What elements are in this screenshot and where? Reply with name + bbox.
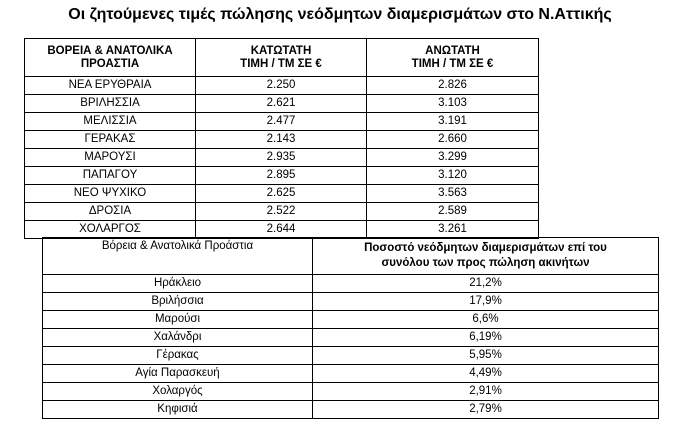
area-cell: Βριλήσσια: [42, 292, 313, 311]
area-cell: Αγία Παρασκευή: [42, 364, 313, 383]
table-row: Ηράκλειο 21,2%: [42, 274, 659, 293]
max-price-cell: 3.299: [366, 148, 539, 167]
max-price-cell: 3.191: [366, 112, 539, 131]
price-table: ΒΟΡΕΙΑ & ΑΝΑΤΟΛΙΚΑ ΠΡΟΑΣΤΙΑ ΚΑΤΩΤΑΤΗ ΤΙΜ…: [24, 38, 539, 239]
table-row: Αγία Παρασκευή 4,49%: [42, 364, 659, 383]
share-cell: 17,9%: [312, 292, 659, 311]
table-row: ΜΕΛΙΣΣΙΑ 2.477 3.191: [24, 112, 539, 131]
header-line: ΒΟΡΕΙΑ & ΑΝΑΤΟΛΙΚΑ: [47, 44, 173, 57]
min-price-cell: 2.935: [195, 148, 367, 167]
share-cell: 6,6%: [312, 310, 659, 329]
header-line: ΤΙΜΗ / ΤΜ ΣΕ €: [240, 57, 322, 70]
table-row: Μαρούσι 6,6%: [42, 310, 659, 329]
min-price-cell: 2.477: [195, 112, 367, 131]
area-cell: ΓΕΡΑΚΑΣ: [24, 130, 196, 149]
max-price-cell: 3.120: [366, 166, 539, 185]
header-line: ΠΡΟΑΣΤΙΑ: [80, 57, 140, 70]
area-cell: Χολαργός: [42, 382, 313, 401]
min-price-cell: 2.250: [195, 76, 367, 95]
table-row: Γέρακας 5,95%: [42, 346, 659, 365]
share-cell: 4,49%: [312, 364, 659, 383]
header-line: ΚΑΤΩΤΑΤΗ: [250, 44, 312, 57]
header-area: Βόρεια & Ανατολικά Προάστια: [42, 237, 313, 275]
table-row: ΝΕΟ ΨΥΧΙΚΟ 2.625 3.563: [24, 184, 539, 203]
max-price-cell: 2.589: [366, 202, 539, 221]
table-row: ΓΕΡΑΚΑΣ 2.143 2.660: [24, 130, 539, 149]
min-price-cell: 2.895: [195, 166, 367, 185]
min-price-cell: 2.644: [195, 220, 367, 239]
area-cell: ΜΑΡΟΥΣΙ: [24, 148, 196, 167]
min-price-cell: 2.625: [195, 184, 367, 203]
area-cell: Ηράκλειο: [42, 274, 313, 293]
share-cell: 2,79%: [312, 400, 659, 419]
share-cell: 6,19%: [312, 328, 659, 347]
header-min-price: ΚΑΤΩΤΑΤΗ ΤΙΜΗ / ΤΜ ΣΕ €: [195, 38, 367, 77]
header-line: ΤΙΜΗ / ΤΜ ΣΕ €: [411, 57, 494, 70]
max-price-cell: 3.103: [366, 94, 539, 113]
share-cell: 21,2%: [312, 274, 659, 293]
share-table: Βόρεια & Ανατολικά Προάστια Ποσοστό νεόδ…: [42, 237, 659, 419]
header-share: Ποσοστό νεόδμητων διαμερισμάτων επί του …: [312, 237, 659, 275]
area-cell: ΝΕΟ ΨΥΧΙΚΟ: [24, 184, 196, 203]
area-cell: ΠΑΠΑΓΟΥ: [24, 166, 196, 185]
min-price-cell: 2.143: [195, 130, 367, 149]
share-cell: 2,91%: [312, 382, 659, 401]
area-cell: ΔΡΟΣΙΑ: [24, 202, 196, 221]
area-cell: Γέρακας: [42, 346, 313, 365]
max-price-cell: 2.826: [366, 76, 539, 95]
table-row: ΜΑΡΟΥΣΙ 2.935 3.299: [24, 148, 539, 167]
header-max-price: ΑΝΩΤΑΤΗ ΤΙΜΗ / ΤΜ ΣΕ €: [366, 38, 539, 77]
table-row: ΧΟΛΑΡΓΟΣ 2.644 3.261: [24, 220, 539, 239]
area-cell: ΧΟΛΑΡΓΟΣ: [24, 220, 196, 239]
min-price-cell: 2.522: [195, 202, 367, 221]
header-line: ΑΝΩΤΑΤΗ: [425, 44, 480, 57]
price-table-header-row: ΒΟΡΕΙΑ & ΑΝΑΤΟΛΙΚΑ ΠΡΟΑΣΤΙΑ ΚΑΤΩΤΑΤΗ ΤΙΜ…: [24, 38, 539, 77]
header-line: Ποσοστό νεόδμητων διαμερισμάτων επί του: [364, 242, 607, 254]
table-row: Κηφισιά 2,79%: [42, 400, 659, 419]
table-row: Βριλήσσια 17,9%: [42, 292, 659, 311]
table-row: ΒΡΙΛΗΣΣΙΑ 2.621 3.103: [24, 94, 539, 113]
header-line: συνόλου των προς πώληση ακινήτων: [381, 257, 590, 269]
max-price-cell: 3.261: [366, 220, 539, 239]
table-row: ΝΕΑ ΕΡΥΘΡΑΙΑ 2.250 2.826: [24, 76, 539, 95]
area-cell: Χαλάνδρι: [42, 328, 313, 347]
area-cell: ΒΡΙΛΗΣΣΙΑ: [24, 94, 196, 113]
table-row: ΔΡΟΣΙΑ 2.522 2.589: [24, 202, 539, 221]
header-area: ΒΟΡΕΙΑ & ΑΝΑΤΟΛΙΚΑ ΠΡΟΑΣΤΙΑ: [24, 38, 196, 77]
share-table-header-row: Βόρεια & Ανατολικά Προάστια Ποσοστό νεόδ…: [42, 237, 659, 275]
header-line: Βόρεια & Ανατολικά Προάστια: [101, 240, 254, 252]
area-cell: Μαρούσι: [42, 310, 313, 329]
share-cell: 5,95%: [312, 346, 659, 365]
table-row: Χαλάνδρι 6,19%: [42, 328, 659, 347]
min-price-cell: 2.621: [195, 94, 367, 113]
area-cell: ΜΕΛΙΣΣΙΑ: [24, 112, 196, 131]
max-price-cell: 3.563: [366, 184, 539, 203]
area-cell: ΝΕΑ ΕΡΥΘΡΑΙΑ: [24, 76, 196, 95]
table-row: Χολαργός 2,91%: [42, 382, 659, 401]
max-price-cell: 2.660: [366, 130, 539, 149]
page-title: Οι ζητούμενες τιμές πώλησης νεόδμητων δι…: [68, 6, 612, 23]
area-cell: Κηφισιά: [42, 400, 313, 419]
table-row: ΠΑΠΑΓΟΥ 2.895 3.120: [24, 166, 539, 185]
